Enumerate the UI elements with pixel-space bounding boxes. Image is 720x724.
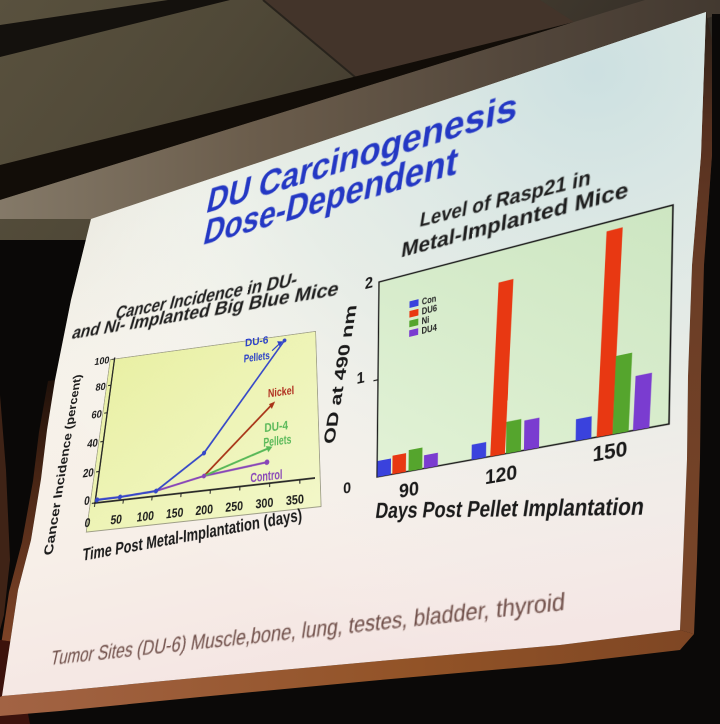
- svg-text:40: 40: [86, 437, 99, 451]
- svg-text:120: 120: [485, 461, 518, 489]
- svg-text:Pellets: Pellets: [263, 432, 291, 450]
- svg-text:1: 1: [357, 368, 365, 388]
- svg-text:0: 0: [343, 479, 351, 498]
- svg-text:0: 0: [83, 494, 91, 508]
- svg-text:Con: Con: [422, 293, 437, 308]
- svg-text:2: 2: [365, 273, 373, 293]
- svg-text:350: 350: [286, 492, 305, 508]
- svg-text:OD at 490 nm: OD at 490 nm: [320, 305, 360, 444]
- svg-text:Nickel: Nickel: [268, 384, 294, 400]
- svg-text:Control: Control: [250, 467, 282, 486]
- svg-text:Cancer Incidence (percent): Cancer Incidence (percent): [42, 374, 84, 556]
- svg-text:DU-6: DU-6: [245, 334, 269, 349]
- svg-text:100: 100: [94, 355, 111, 368]
- svg-text:150: 150: [165, 506, 184, 522]
- svg-text:Days Post Pellet Implantation: Days Post Pellet Implantation: [374, 493, 646, 523]
- svg-text:20: 20: [82, 466, 95, 480]
- svg-text:Pellets: Pellets: [244, 349, 270, 365]
- svg-text:0: 0: [84, 516, 92, 530]
- svg-text:150: 150: [592, 437, 627, 466]
- svg-text:50: 50: [110, 513, 124, 528]
- svg-text:200: 200: [195, 502, 214, 518]
- svg-text:90: 90: [399, 477, 419, 502]
- svg-text:300: 300: [255, 496, 274, 512]
- svg-text:DU4: DU4: [421, 322, 437, 337]
- svg-text:DU-4: DU-4: [264, 418, 288, 435]
- svg-text:DU6: DU6: [422, 302, 438, 317]
- svg-text:Ni: Ni: [422, 314, 430, 327]
- svg-text:60: 60: [91, 408, 104, 421]
- svg-text:100: 100: [136, 509, 155, 525]
- svg-text:250: 250: [225, 499, 244, 515]
- svg-text:80: 80: [95, 381, 107, 394]
